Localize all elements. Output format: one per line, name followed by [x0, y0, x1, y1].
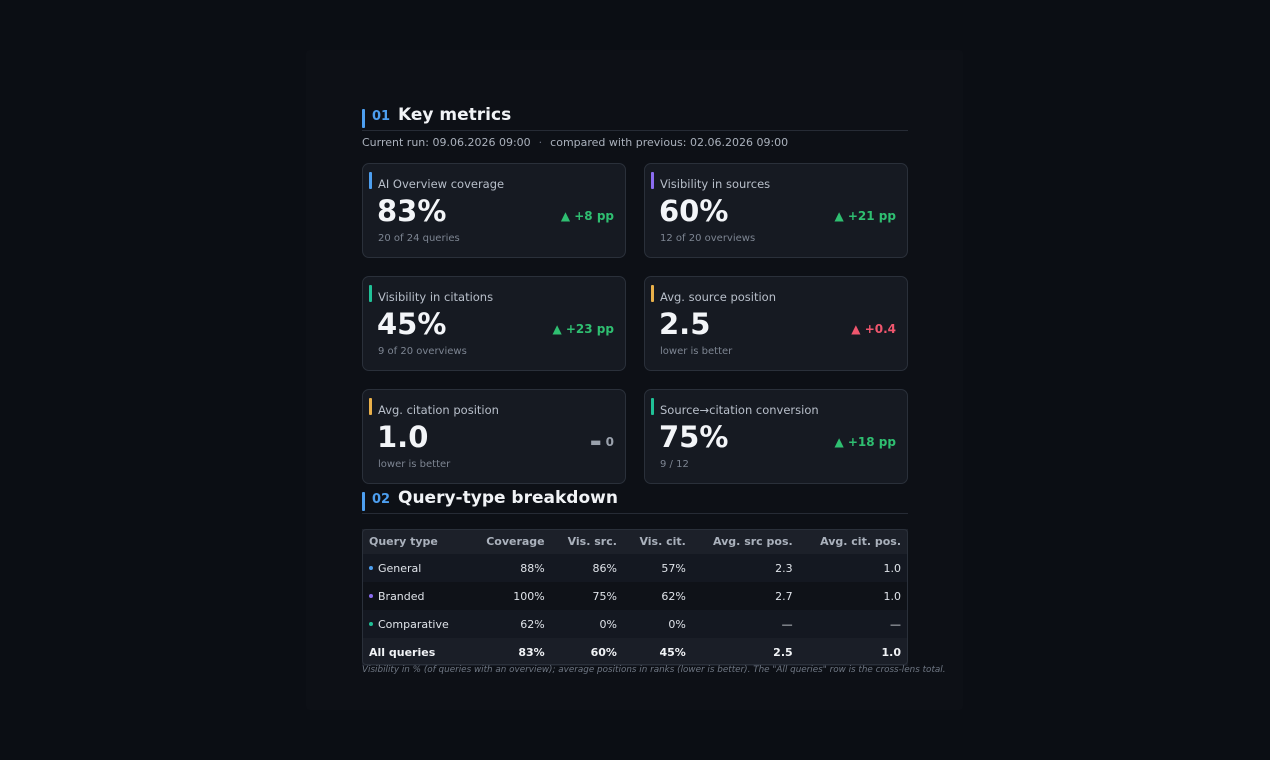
table-cell: 45% [623, 638, 693, 666]
header-vis-src: Vis. src. [551, 529, 624, 554]
card-label: Visibility in sources [660, 177, 771, 191]
metric-card-coverage: AI Overview coverage 83% 20 of 24 querie… [362, 163, 626, 258]
query-type-label: Comparative [378, 617, 449, 631]
previous-run: compared with previous: 02.06.2026 09:00 [550, 136, 789, 149]
card-value: 1.0 [377, 420, 429, 454]
table-cell: 88% [468, 554, 552, 582]
card-label: Visibility in citations [378, 290, 494, 304]
query-type-cell: Comparative [362, 610, 469, 638]
card-accent [651, 398, 654, 415]
header-query-type: Query type [362, 529, 469, 554]
query-type-label: General [378, 561, 422, 575]
table-row: Branded 100% 75% 62% 2.7 1.0 [362, 582, 908, 610]
query-type-cell: Branded [362, 582, 469, 610]
card-delta: ▲ +8 pp [560, 209, 614, 223]
total-label: All queries [362, 638, 469, 666]
table-cell: 1.0 [799, 638, 908, 666]
run-info: Current run: 09.06.2026 09:00 · compared w… [362, 136, 788, 149]
card-delta: ▲ +23 pp [552, 322, 614, 336]
table-row: General 88% 86% 57% 2.3 1.0 [362, 554, 908, 582]
breakdown-table: Query type Coverage Vis. src. Vis. cit. … [362, 529, 908, 666]
table-cell: 100% [468, 582, 552, 610]
card-accent [369, 285, 372, 302]
metric-card-visibility-citations: Visibility in citations 45% 9 of 20 over… [362, 276, 626, 371]
section-title: Key metrics [398, 105, 512, 125]
section-accent-bar [362, 109, 365, 128]
table-cell: 0% [551, 610, 624, 638]
card-value: 75% [659, 420, 729, 454]
card-delta: ▲ +18 pp [834, 435, 896, 449]
card-accent [651, 285, 654, 302]
section-accent-bar [362, 492, 365, 511]
header-coverage: Coverage [468, 529, 552, 554]
card-accent [369, 398, 372, 415]
section-number: 01 [372, 109, 391, 124]
section-number: 02 [372, 492, 391, 507]
card-label: Avg. source position [660, 290, 777, 304]
header-avg-cit-pos: Avg. cit. pos. [799, 529, 908, 554]
metric-card-visibility-sources: Visibility in sources 60% 12 of 20 overv… [644, 163, 908, 258]
card-delta: ▬ 0 [590, 435, 614, 449]
card-label: AI Overview coverage [378, 177, 505, 191]
table-cell: 75% [551, 582, 624, 610]
table-cell: 1.0 [799, 582, 908, 610]
card-sub: 9 / 12 [660, 459, 689, 470]
table-cell: 2.5 [692, 638, 800, 666]
table-cell: 60% [551, 638, 624, 666]
card-sub: lower is better [660, 346, 733, 357]
table-border [362, 529, 908, 665]
card-delta: ▲ +21 pp [834, 209, 896, 223]
query-type-label: Branded [378, 589, 425, 603]
section-title: Query-type breakdown [398, 488, 618, 508]
card-sub: lower is better [378, 459, 451, 470]
table-cell: 2.7 [692, 582, 800, 610]
card-sub: 12 of 20 overviews [660, 233, 756, 244]
table-cell: 2.3 [692, 554, 800, 582]
metric-card-conversion: Source→citation conversion 75% 9 / 12 ▲ … [644, 389, 908, 484]
metric-card-avg-citation-position: Avg. citation position 1.0 lower is bett… [362, 389, 626, 484]
header-vis-cit: Vis. cit. [623, 529, 693, 554]
card-value: 83% [377, 194, 447, 228]
metric-card-avg-source-position: Avg. source position 2.5 lower is better… [644, 276, 908, 371]
section-header-breakdown: 02 Query-type breakdown [362, 486, 908, 514]
card-accent [369, 172, 372, 189]
table-cell: 83% [468, 638, 552, 666]
table-total-row: All queries 83% 60% 45% 2.5 1.0 [362, 638, 908, 666]
card-label: Source→citation conversion [660, 403, 819, 417]
table-row: Comparative 62% 0% 0% — — [362, 610, 908, 638]
table-header-row: Query type Coverage Vis. src. Vis. cit. … [362, 529, 908, 554]
card-accent [651, 172, 654, 189]
card-delta: ▲ +0.4 [851, 322, 896, 336]
query-type-cell: General [362, 554, 469, 582]
run-separator: · [538, 136, 543, 149]
table-cell: 57% [623, 554, 693, 582]
table-cell: 0% [623, 610, 693, 638]
card-value: 45% [377, 307, 447, 341]
table-cell: — [692, 610, 800, 638]
card-value: 60% [659, 194, 729, 228]
row-dot [369, 565, 373, 570]
card-sub: 20 of 24 queries [378, 233, 460, 244]
card-value: 2.5 [659, 307, 711, 341]
table-cell: 62% [623, 582, 693, 610]
section-header-key-metrics: 01 Key metrics [362, 103, 908, 131]
table-footnote: Visibility in % (of queries with an over… [362, 665, 946, 675]
table-cell: — [799, 610, 908, 638]
row-dot [369, 593, 373, 598]
table-cell: 62% [468, 610, 552, 638]
table-cell: 1.0 [799, 554, 908, 582]
row-dot [369, 621, 373, 626]
card-label: Avg. citation position [378, 403, 499, 417]
header-avg-src-pos: Avg. src pos. [692, 529, 800, 554]
table-cell: 86% [551, 554, 624, 582]
current-run: Current run: 09.06.2026 09:00 [362, 136, 531, 149]
card-sub: 9 of 20 overviews [378, 346, 467, 357]
